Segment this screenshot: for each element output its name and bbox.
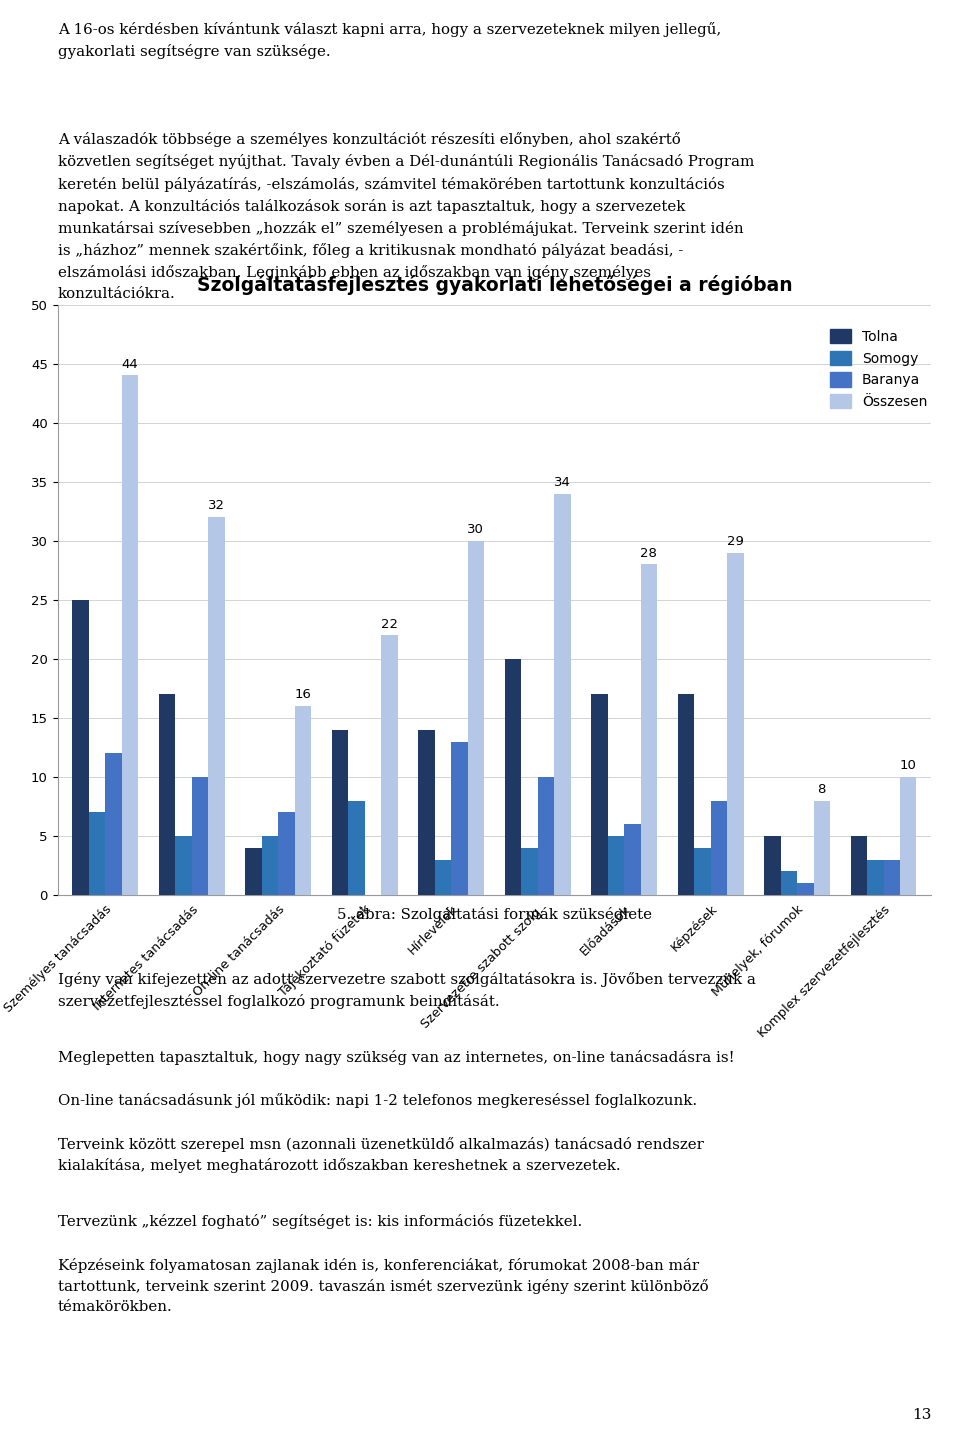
Bar	[278, 813, 295, 896]
Bar	[764, 836, 780, 896]
Bar	[727, 553, 743, 896]
Text: 28: 28	[640, 547, 658, 560]
Bar	[608, 836, 624, 896]
Bar	[883, 859, 900, 896]
Bar	[72, 601, 88, 896]
Bar	[900, 776, 917, 896]
Text: Képzéseink folyamatosan zajlanak idén is, konferenciákat, fórumokat 2008-ban már: Képzéseink folyamatosan zajlanak idén is…	[58, 1258, 708, 1314]
Text: 10: 10	[900, 759, 917, 772]
Text: Igény van kifejezetten az adott szervezetre szabott szolgáltatásokra is. Jövőben: Igény van kifejezetten az adott szerveze…	[58, 973, 756, 1009]
Bar	[419, 730, 435, 896]
Text: A 16-os kérdésben kívántunk választ kapni arra, hogy a szervezeteknek milyen jel: A 16-os kérdésben kívántunk választ kapn…	[58, 22, 721, 60]
Bar	[451, 742, 468, 896]
Bar	[295, 707, 311, 896]
Bar	[88, 813, 106, 896]
Bar	[694, 848, 710, 896]
Bar	[538, 776, 554, 896]
Bar	[435, 859, 451, 896]
Bar	[262, 836, 278, 896]
Bar	[521, 848, 538, 896]
Bar	[192, 776, 208, 896]
Bar	[780, 871, 797, 896]
Bar	[208, 518, 225, 896]
Text: 22: 22	[381, 618, 397, 631]
Bar	[158, 695, 176, 896]
Bar	[640, 564, 657, 896]
Legend: Tolna, Somogy, Baranya, Összesen: Tolna, Somogy, Baranya, Összesen	[825, 323, 933, 414]
Text: On-line tanácsadásunk jól működik: napi 1-2 telefonos megkereséssel foglalkozunk: On-line tanácsadásunk jól működik: napi …	[58, 1093, 697, 1108]
Bar	[710, 801, 727, 896]
Bar	[246, 848, 262, 896]
Text: 34: 34	[554, 475, 571, 489]
Text: Terveink között szerepel msn (azonnali üzenetküldő alkalmazás) tanácsadó rendsze: Terveink között szerepel msn (azonnali ü…	[58, 1137, 704, 1173]
Text: A válaszadók többsége a személyes konzultációt részesíti előnyben, ahol szakértő: A válaszadók többsége a személyes konzul…	[58, 132, 754, 301]
Bar	[591, 695, 608, 896]
Text: 16: 16	[295, 688, 311, 701]
Title: Szolgáltatásfejlesztés gyakorlati lehetőségei a régióban: Szolgáltatásfejlesztés gyakorlati lehető…	[197, 275, 792, 295]
Bar	[176, 836, 192, 896]
Bar	[122, 375, 138, 896]
Text: Tervezünk „kézzel fogható” segítséget is: kis információs füzetekkel.: Tervezünk „kézzel fogható” segítséget is…	[58, 1214, 582, 1229]
Bar	[468, 541, 484, 896]
Bar	[678, 695, 694, 896]
Bar	[348, 801, 365, 896]
Bar	[851, 836, 867, 896]
Text: Meglepetten tapasztaltuk, hogy nagy szükség van az internetes, on-line tanácsadá: Meglepetten tapasztaltuk, hogy nagy szük…	[58, 1050, 734, 1064]
Bar	[106, 753, 122, 896]
Bar	[624, 824, 640, 896]
Text: 13: 13	[912, 1407, 931, 1422]
Bar	[797, 883, 813, 896]
Bar	[505, 659, 521, 896]
Bar	[554, 493, 570, 896]
Bar	[332, 730, 348, 896]
Text: 30: 30	[468, 523, 484, 537]
Text: 29: 29	[727, 535, 744, 548]
Text: 32: 32	[207, 500, 225, 512]
Text: 5. ábra: Szolgáltatási formák szükséglete: 5. ábra: Szolgáltatási formák szükséglet…	[337, 907, 652, 922]
Text: 8: 8	[818, 782, 826, 795]
Bar	[867, 859, 883, 896]
Bar	[813, 801, 830, 896]
Bar	[381, 635, 397, 896]
Text: 44: 44	[122, 358, 138, 371]
